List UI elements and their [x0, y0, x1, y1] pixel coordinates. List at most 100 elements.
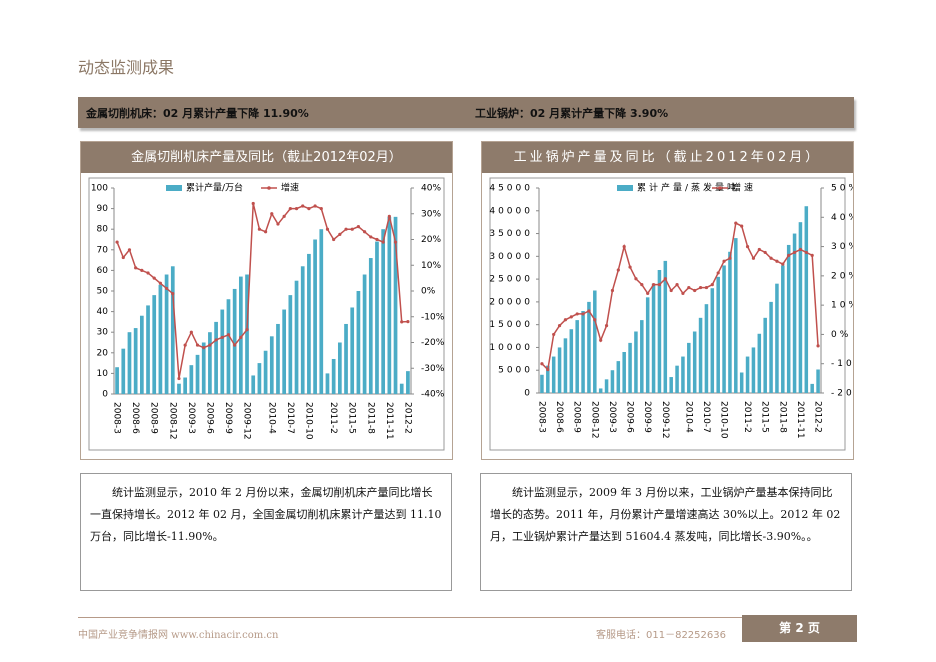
- point: [344, 227, 348, 231]
- x-tick-label: 2010-10: [303, 402, 313, 440]
- bar: [269, 336, 274, 394]
- y2-tick-label: 40%: [831, 213, 853, 223]
- bar: [375, 241, 379, 394]
- point: [381, 240, 385, 244]
- point: [734, 221, 738, 225]
- y-tick-label: 40: [97, 307, 109, 317]
- bar: [189, 365, 194, 394]
- x-tick-label: 2009-6: [204, 402, 214, 434]
- point: [757, 247, 761, 252]
- bar: [546, 365, 550, 393]
- headline: 金属切削机床：02 月累计产量下降 11.90%: [86, 107, 309, 120]
- point: [698, 285, 703, 290]
- y-tick-label: 50: [97, 287, 109, 297]
- bar: [675, 365, 679, 393]
- point: [546, 367, 550, 372]
- point: [239, 335, 243, 339]
- x-tick-label: 2011-2: [328, 402, 338, 434]
- point: [704, 285, 709, 290]
- bar: [381, 229, 386, 394]
- x-tick-label: 2010-4: [683, 401, 693, 433]
- point: [152, 276, 156, 280]
- bar: [722, 265, 726, 393]
- point: [781, 262, 785, 266]
- point: [745, 244, 750, 249]
- x-tick-label: 2011-5: [347, 402, 357, 434]
- x-tick-label: 2011-11: [384, 402, 394, 440]
- point: [362, 230, 367, 234]
- y-tick-label: 10: [97, 369, 109, 379]
- bar: [399, 383, 404, 394]
- point: [294, 207, 299, 211]
- y2-tick-label: 30%: [421, 209, 441, 219]
- y2-tick-label: -10%: [421, 312, 445, 322]
- bar: [331, 358, 336, 394]
- point: [575, 312, 579, 316]
- bar: [593, 290, 597, 393]
- point: [313, 204, 317, 208]
- bar: [634, 331, 638, 393]
- bar: [307, 253, 311, 394]
- bar: [208, 332, 212, 394]
- bar: [146, 305, 150, 394]
- point: [651, 283, 656, 287]
- x-tick-label: 2008-6: [554, 401, 564, 433]
- x-tick-label: 2011-11: [795, 401, 805, 439]
- bar: [610, 370, 615, 393]
- x-tick-label: 2008-3: [536, 401, 546, 433]
- bar: [710, 288, 715, 393]
- bar: [669, 377, 673, 393]
- y-tick-label: 10000: [489, 343, 533, 353]
- point: [557, 324, 562, 328]
- bar: [739, 372, 744, 393]
- point: [350, 227, 354, 231]
- x-tick-label: 2008-12: [589, 401, 599, 439]
- bar: [640, 320, 644, 393]
- bar: [195, 354, 200, 394]
- y-tick-label: 20000: [489, 297, 533, 307]
- bar: [183, 377, 188, 394]
- chart-panel: 金属切削机床产量及同比（截止2012年02月） 0 10 20 30 40 50 60 70 8…: [80, 141, 453, 460]
- y2-tick-label: 20%: [831, 271, 853, 281]
- point: [332, 237, 336, 242]
- point: [792, 250, 797, 255]
- x-tick-label: 2009-3: [186, 402, 196, 434]
- point: [769, 256, 773, 260]
- point: [214, 338, 218, 342]
- bar: [282, 309, 287, 394]
- point: [810, 253, 814, 257]
- bar: [575, 320, 579, 393]
- point: [276, 222, 280, 226]
- banner: 金属切削机床：02 月累计产量下降 11.90% 工业锅炉：02 月累计产量下降…: [78, 97, 854, 128]
- x-tick-label: 2011-8: [365, 402, 375, 434]
- point: [338, 232, 342, 236]
- x-tick-label: 2011-5: [760, 401, 770, 433]
- y-tick-label: 80: [97, 225, 109, 235]
- x-tick-label: 2009-6: [625, 401, 635, 433]
- x-tick-label: 2009-12: [242, 402, 252, 440]
- bar: [716, 276, 720, 393]
- y-tick-label: 5000: [498, 366, 533, 376]
- bar: [540, 374, 544, 393]
- plot-frame: [489, 177, 846, 451]
- point: [740, 224, 744, 228]
- point: [134, 266, 138, 270]
- point: [540, 362, 544, 366]
- x-tick-label: 2009-9: [223, 402, 233, 434]
- legend-label: 累计产量/万台: [186, 182, 243, 194]
- y-tick-label: 100: [91, 184, 108, 194]
- chart-title: 金属切削机床产量及同比（截止2012年02月）: [81, 142, 452, 173]
- bar: [263, 350, 268, 394]
- bar: [257, 363, 262, 394]
- bar: [628, 342, 632, 393]
- point: [121, 255, 125, 260]
- note: 统计监测显示，2009 年 3 月份以来，工业锅炉产量基本保持同比增长的态势。2…: [480, 473, 852, 591]
- legend-swatch: [166, 185, 182, 191]
- point: [245, 328, 249, 332]
- legend-label: 累计产量/蒸发量吨: [637, 182, 739, 194]
- x-tick-label: 2008-6: [130, 402, 140, 434]
- bar: [581, 311, 585, 393]
- point: [663, 277, 667, 281]
- point: [319, 207, 323, 211]
- point: [622, 244, 626, 249]
